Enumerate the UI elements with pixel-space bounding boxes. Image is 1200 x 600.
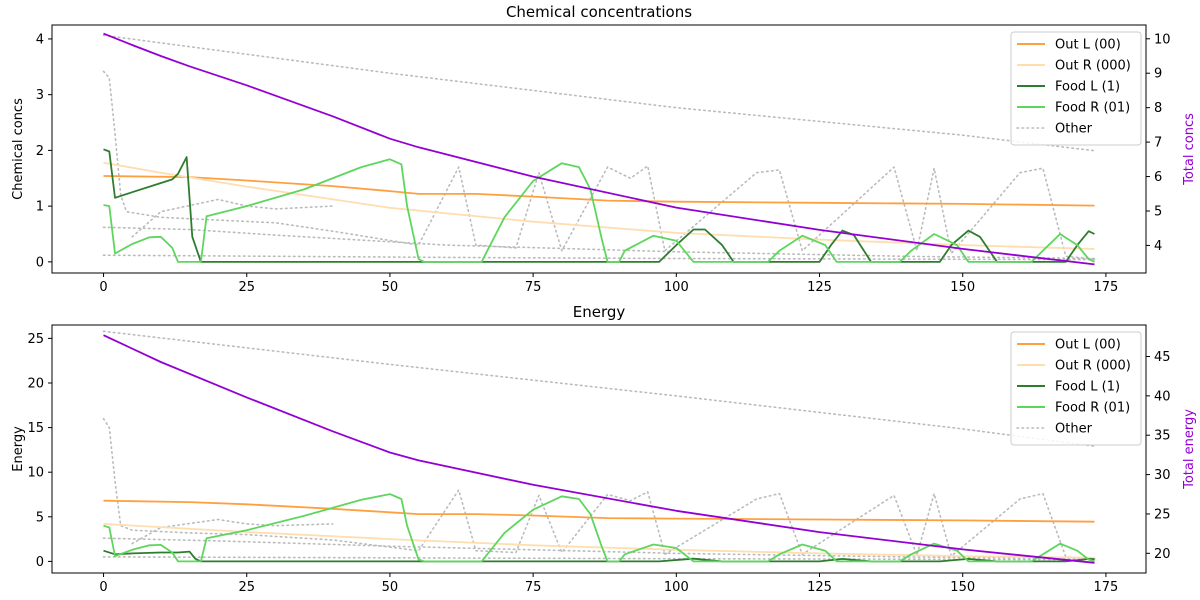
series-group [102,32,1096,266]
series-line-other [131,518,334,545]
chart-title: Energy [573,303,626,321]
series-line-other [102,254,1096,261]
y2-tick-label: 30 [1154,468,1171,483]
legend-label: Other [1055,122,1093,137]
x-tick-label: 75 [525,280,542,295]
series-line-total-energy [103,334,1095,564]
legend: Out L (00) Out R (000) Food L (1) Food R (0… [1010,331,1142,446]
legend-label: Other [1055,422,1093,437]
legend-label: Food L (1) [1055,380,1120,395]
x-tick-label: 175 [1093,580,1118,595]
y-tick-label: 20 [27,376,44,391]
y2-tick-label: 25 [1154,507,1171,522]
series-group [102,330,1096,564]
series-line-other [102,537,1096,560]
y2-tick-label: 8 [1154,101,1162,116]
series-line-out-r-000 [103,523,1095,559]
x-tick-label: 25 [238,280,255,295]
series-line-out-l-00 [103,499,1095,523]
y-axis-label: Chemical concs [11,98,26,200]
y-tick-label: 0 [36,255,44,270]
y-tick-label: 1 [36,200,44,215]
y2-axis-label: Total energy [1182,409,1197,490]
series-line-other [102,70,1096,260]
series-line-out-l-00 [103,175,1095,207]
x-tick-label: 100 [664,580,689,595]
y-axis-label: Energy [11,426,26,472]
x-tick-label: 150 [950,280,975,295]
legend-label: Out L (00) [1055,338,1121,353]
y2-tick-label: 5 [1154,205,1162,220]
y2-tick-label: 40 [1154,389,1171,404]
legend-label: Out L (00) [1055,38,1121,53]
y2-tick-label: 10 [1154,32,1171,47]
y-tick-label: 10 [27,466,44,481]
x-tick-label: 175 [1093,280,1118,295]
x-tick-label: 75 [525,580,542,595]
x-tick-label: 100 [664,280,689,295]
x-tick-label: 50 [382,280,399,295]
y2-tick-label: 20 [1154,547,1171,562]
y2-tick-label: 9 [1154,67,1162,82]
x-tick-label: 0 [99,280,107,295]
series-line-other [102,330,1096,447]
plot-frame [51,324,1147,574]
x-tick-label: 125 [807,280,832,295]
chart-title: Chemical concentrations [506,3,692,21]
series-line-other [102,34,1096,152]
legend-label: Food R (01) [1055,101,1130,116]
series-line-other [102,417,1096,560]
legend-label: Out R (000) [1055,359,1131,374]
y-tick-label: 5 [36,510,44,525]
y-tick-label: 3 [36,88,44,103]
y2-tick-label: 45 [1154,350,1171,365]
y-tick-label: 2 [36,144,44,159]
x-tick-label: 150 [950,580,975,595]
y2-axis-label: Total concs [1182,113,1197,186]
x-tick-label: 25 [238,580,255,595]
legend-label: Food R (01) [1055,401,1130,416]
x-tick-label: 50 [382,580,399,595]
legend: Out L (00) Out R (000) Food L (1) Food R (0… [1010,31,1142,146]
x-tick-label: 0 [99,580,107,595]
legend-box [1010,331,1142,446]
series-line-food-l-1 [103,148,1095,263]
y-tick-label: 15 [27,421,44,436]
series-line-total-concs [103,32,1095,266]
x-tick-label: 125 [807,580,832,595]
legend-label: Food L (1) [1055,80,1120,95]
legend-label: Out R (000) [1055,59,1131,74]
plot-frame [51,24,1147,274]
series-line-other [102,226,1096,260]
series-line-other [102,556,1096,561]
y-tick-label: 0 [36,555,44,570]
y2-tick-label: 35 [1154,429,1171,444]
y-tick-label: 4 [36,32,44,47]
y2-tick-label: 7 [1154,136,1162,151]
y-tick-label: 25 [27,332,44,347]
series-line-other [131,198,334,238]
y2-tick-label: 6 [1154,170,1162,185]
legend-box [1010,31,1142,146]
y2-tick-label: 4 [1154,239,1162,254]
chart-panel-2: Energy 0 25 50 75 100 125 150 175 0 5 10 15 20 25 20 25 3… [11,303,1197,595]
